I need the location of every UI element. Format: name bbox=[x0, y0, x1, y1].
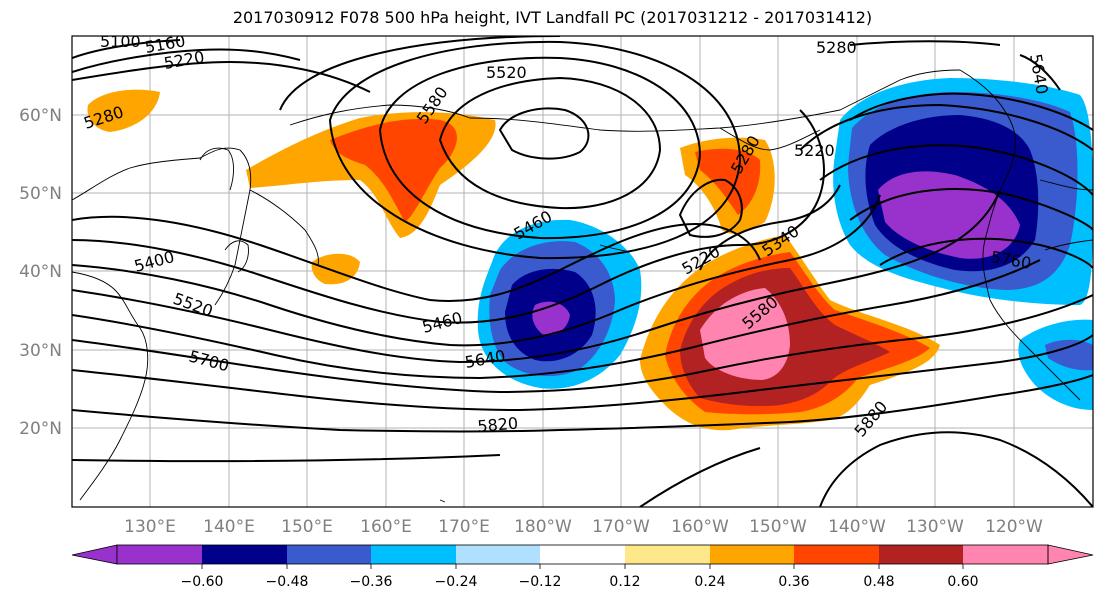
colorbar-extend-low bbox=[71, 544, 118, 565]
colorbar-bin-3 bbox=[287, 545, 371, 564]
longitude-labels: 130°E 140°E 150°E 160°E 170°E 180°W 170°… bbox=[124, 517, 1043, 537]
colorbar-tick-036: 0.36 bbox=[778, 574, 809, 590]
lon-label-170w: 170°W bbox=[592, 517, 650, 537]
contour-label-5100: 5100 bbox=[100, 32, 141, 51]
ivt-blob-se-core bbox=[1045, 339, 1093, 371]
map-title: 2017030912 F078 500 hPa height, IVT Land… bbox=[232, 8, 873, 27]
map-border bbox=[71, 35, 1094, 508]
colorbar: −0.60 −0.48 −0.36 −0.24 −0.12 0.12 0.24 … bbox=[71, 544, 1094, 590]
contour-label-5160: 5160 bbox=[143, 31, 186, 57]
contour-label-5280-north: 5280 bbox=[816, 38, 857, 57]
colorbar-bin-10 bbox=[879, 545, 963, 564]
lat-label-20n: 20°N bbox=[19, 419, 62, 439]
contour-label-5820: 5820 bbox=[477, 414, 519, 436]
lat-label-50n: 50°N bbox=[19, 184, 62, 204]
lon-label-150e: 150°E bbox=[281, 517, 333, 537]
colorbar-tick-neg024: −0.24 bbox=[435, 574, 478, 590]
colorbar-bin-2 bbox=[202, 545, 287, 564]
colorbar-bin-1 bbox=[117, 545, 202, 564]
height-contours bbox=[72, 36, 1093, 507]
colorbar-bin-6 bbox=[540, 545, 625, 564]
lon-label-140e: 140°E bbox=[203, 517, 255, 537]
coastlines bbox=[72, 69, 1093, 503]
colorbar-tick-012: 0.12 bbox=[609, 574, 640, 590]
lat-label-40n: 40°N bbox=[19, 262, 62, 282]
lat-label-30n: 30°N bbox=[19, 341, 62, 361]
colorbar-extend-high bbox=[1047, 544, 1094, 565]
colorbar-tick-060: 0.60 bbox=[947, 574, 978, 590]
lon-label-170e: 170°E bbox=[438, 517, 490, 537]
colorbar-bin-11 bbox=[963, 545, 1048, 564]
lon-label-180w: 180°W bbox=[514, 517, 572, 537]
colorbar-tick-neg048: −0.48 bbox=[266, 574, 309, 590]
lon-label-160e: 160°E bbox=[360, 517, 412, 537]
colorbar-tick-neg036: −0.36 bbox=[350, 574, 393, 590]
lon-label-130e: 130°E bbox=[124, 517, 176, 537]
colorbar-bin-7 bbox=[625, 545, 710, 564]
colorbar-tick-048: 0.48 bbox=[863, 574, 894, 590]
contour-label-5520-top: 5520 bbox=[486, 63, 527, 82]
colorbar-bin-8 bbox=[710, 545, 794, 564]
lon-label-120w: 120°W bbox=[985, 517, 1043, 537]
lat-label-60n: 60°N bbox=[19, 106, 62, 126]
colorbar-bin-5 bbox=[456, 545, 540, 564]
colorbar-bin-4 bbox=[371, 545, 456, 564]
lon-label-130w: 130°W bbox=[906, 517, 964, 537]
ivt-blob-siberia bbox=[87, 89, 160, 132]
latitude-labels: 60°N 50°N 40°N 30°N 20°N bbox=[19, 106, 62, 439]
lon-label-150w: 150°W bbox=[749, 517, 807, 537]
colorbar-tick-024: 0.24 bbox=[694, 574, 725, 590]
colorbar-tick-neg012: −0.12 bbox=[519, 574, 562, 590]
colorbar-frame bbox=[116, 544, 1049, 565]
lon-label-140w: 140°W bbox=[828, 517, 886, 537]
colorbar-bin-9 bbox=[794, 545, 879, 564]
colorbar-tick-neg060: −0.60 bbox=[181, 574, 224, 590]
lon-label-160w: 160°W bbox=[671, 517, 729, 537]
contour-label-5220-east: 5220 bbox=[794, 141, 835, 160]
